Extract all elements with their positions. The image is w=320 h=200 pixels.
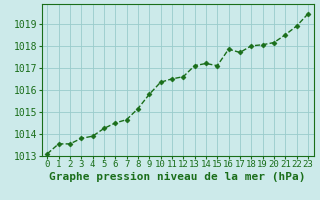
X-axis label: Graphe pression niveau de la mer (hPa): Graphe pression niveau de la mer (hPa) xyxy=(49,172,306,182)
